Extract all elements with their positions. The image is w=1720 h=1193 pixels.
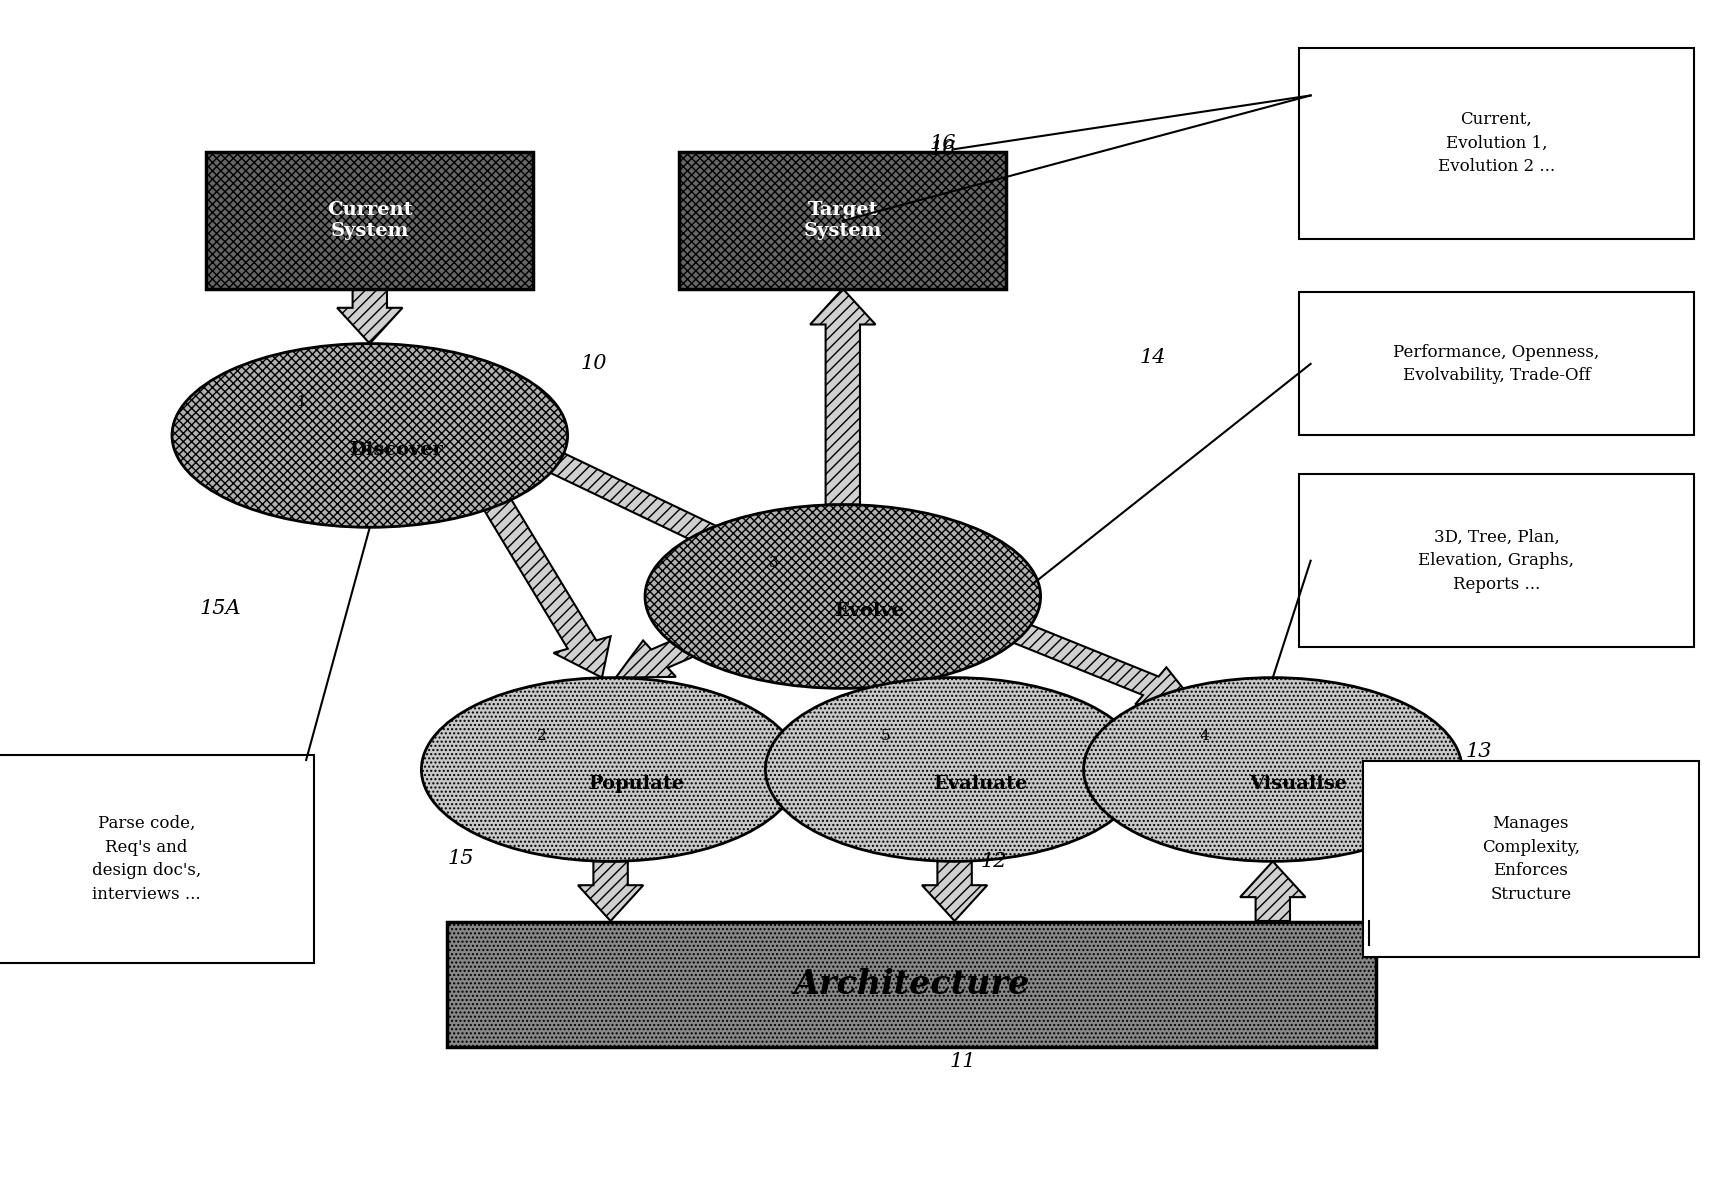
Text: 14: 14: [1139, 348, 1166, 367]
Polygon shape: [913, 619, 970, 678]
Text: Current
System: Current System: [327, 202, 413, 240]
Text: Architecture: Architecture: [793, 968, 1030, 1001]
Text: Evaluate: Evaluate: [934, 774, 1027, 793]
FancyBboxPatch shape: [206, 153, 533, 290]
Ellipse shape: [765, 678, 1144, 861]
Polygon shape: [473, 483, 611, 678]
Text: 3: 3: [769, 556, 779, 570]
Text: 15A: 15A: [200, 599, 241, 618]
Text: 1: 1: [296, 395, 306, 409]
Text: 10: 10: [580, 354, 607, 373]
Text: 2: 2: [537, 729, 547, 743]
Text: 5: 5: [881, 729, 891, 743]
Polygon shape: [533, 447, 757, 558]
Polygon shape: [578, 861, 643, 921]
Text: 3D, Tree, Plan,
Elevation, Graphs,
Reports ...: 3D, Tree, Plan, Elevation, Graphs, Repor…: [1419, 528, 1574, 593]
Text: Populate: Populate: [588, 774, 685, 793]
Text: 15: 15: [447, 849, 475, 869]
Text: Performance, Openness,
Evolvability, Trade-Off: Performance, Openness, Evolvability, Tra…: [1393, 344, 1600, 384]
Polygon shape: [989, 614, 1195, 704]
Text: Manages
Complexity,
Enforces
Structure: Manages Complexity, Enforces Structure: [1483, 815, 1579, 903]
Polygon shape: [337, 289, 402, 344]
Text: Visualise: Visualise: [1250, 774, 1347, 793]
Ellipse shape: [172, 344, 568, 527]
Polygon shape: [1084, 754, 1144, 785]
Text: 12: 12: [980, 852, 1008, 871]
Polygon shape: [810, 289, 875, 505]
Text: Current,
Evolution 1,
Evolution 2 ...: Current, Evolution 1, Evolution 2 ...: [1438, 111, 1555, 175]
Polygon shape: [1240, 861, 1305, 921]
Polygon shape: [765, 754, 800, 785]
Text: Discover: Discover: [349, 440, 442, 459]
Text: 11: 11: [949, 1052, 977, 1071]
Text: Parse code,
Req's and
design doc's,
interviews ...: Parse code, Req's and design doc's, inte…: [91, 815, 201, 903]
FancyBboxPatch shape: [1299, 48, 1694, 239]
Polygon shape: [922, 826, 987, 921]
FancyBboxPatch shape: [0, 754, 315, 964]
FancyBboxPatch shape: [1362, 761, 1698, 957]
Ellipse shape: [421, 678, 800, 861]
Text: Target
System: Target System: [803, 202, 882, 240]
Text: 16: 16: [929, 134, 956, 153]
FancyBboxPatch shape: [679, 153, 1006, 290]
Polygon shape: [616, 614, 748, 678]
Text: Evolve: Evolve: [834, 601, 903, 620]
FancyBboxPatch shape: [447, 921, 1376, 1047]
Ellipse shape: [645, 505, 1041, 688]
FancyBboxPatch shape: [1299, 474, 1694, 647]
FancyBboxPatch shape: [1299, 292, 1694, 435]
Text: 13: 13: [1465, 742, 1493, 761]
Text: 16: 16: [929, 140, 956, 159]
Text: 4: 4: [1199, 729, 1209, 743]
Ellipse shape: [1084, 678, 1462, 861]
